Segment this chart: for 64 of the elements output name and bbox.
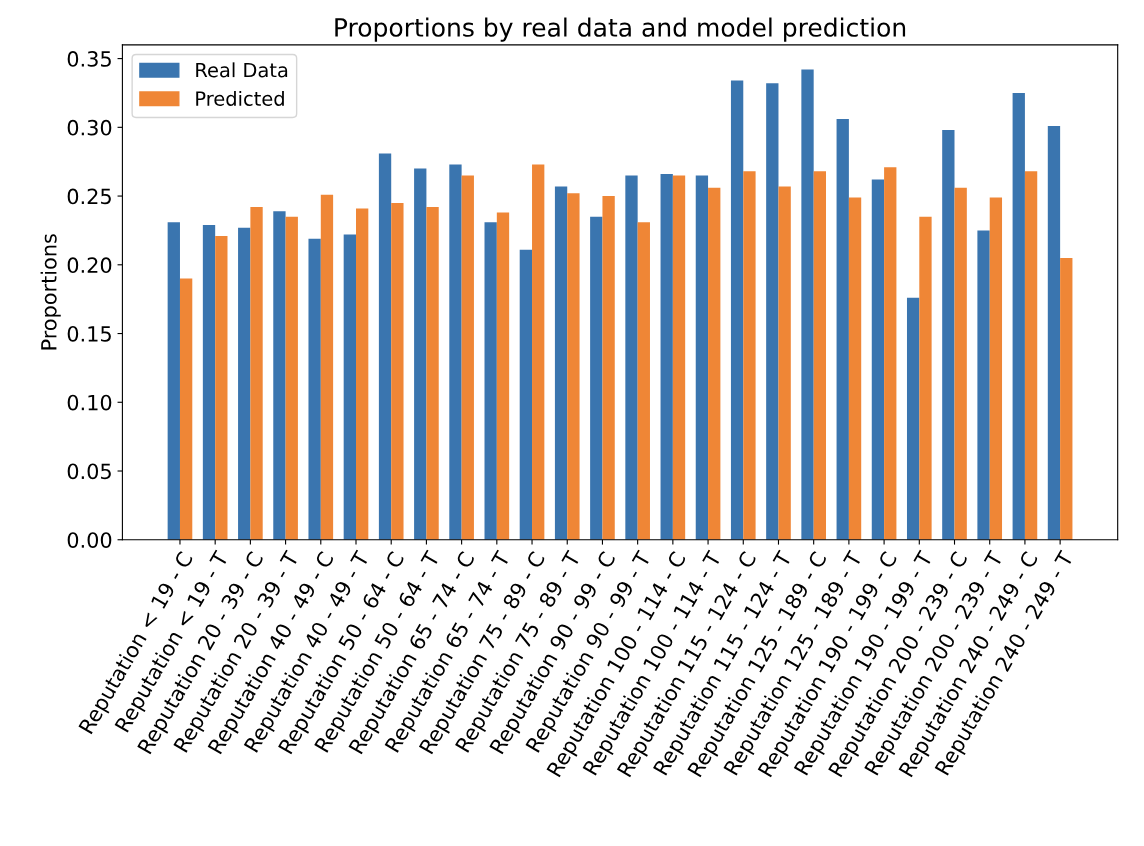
bar: [378, 153, 392, 540]
y-tick-label: 0.20: [67, 257, 112, 274]
bar: [708, 187, 721, 540]
bar: [519, 249, 533, 540]
bar: [1060, 257, 1073, 540]
bar: [801, 69, 814, 540]
bar: [343, 234, 356, 540]
y-tick-label: 0.05: [67, 463, 111, 480]
bar: [449, 164, 462, 540]
bar: [871, 179, 885, 540]
bar: [461, 175, 474, 540]
bar: [695, 175, 709, 540]
y-tick-label: 0.35: [67, 51, 111, 67]
bar: [391, 202, 404, 540]
bar: [906, 297, 920, 540]
legend-label: Predicted: [196, 90, 284, 106]
y-tick-label: 0.25: [67, 188, 111, 205]
bar: [356, 208, 369, 540]
bar: [250, 207, 263, 540]
bar: [484, 222, 497, 540]
bar: [954, 187, 967, 540]
bar: [532, 164, 545, 540]
bar: [215, 235, 228, 540]
bar: [1024, 171, 1038, 540]
bar: [1047, 125, 1061, 540]
bar: [836, 119, 849, 540]
y-axis-title: Proportions: [40, 234, 61, 350]
bar: [1012, 92, 1025, 540]
bar: [554, 186, 568, 540]
bar: [167, 222, 180, 540]
chart-title: Proportions by real data and model prediction: [335, 17, 906, 42]
bar: [273, 211, 286, 540]
bar: [308, 238, 321, 540]
bar: [414, 168, 427, 540]
bar: [637, 222, 650, 540]
bar: [496, 212, 510, 540]
bar: [567, 193, 580, 540]
bar: [426, 207, 439, 540]
y-tick-label: 0.00: [67, 532, 112, 548]
bar: [320, 194, 334, 540]
y-tick-label: 0.15: [67, 325, 111, 342]
bar: [202, 224, 216, 540]
bar: [989, 197, 1003, 540]
bar: [778, 186, 791, 540]
bar: [813, 171, 826, 540]
bar: [285, 216, 298, 540]
bar: [590, 216, 603, 540]
bar: [602, 196, 615, 540]
bar: [660, 174, 673, 540]
bar: [179, 278, 193, 540]
bar: [884, 167, 897, 540]
y-tick-label: 0.30: [67, 119, 112, 136]
bar: [672, 175, 686, 540]
bar: [238, 227, 251, 540]
bar: [919, 216, 932, 540]
bar: [942, 130, 955, 540]
bar: [848, 197, 862, 540]
bar: [977, 230, 990, 540]
bar: [625, 175, 638, 540]
bar: [766, 83, 779, 540]
bar: [743, 171, 756, 540]
y-tick-label: 0.10: [67, 394, 112, 411]
legend-label: Real Data: [196, 62, 288, 78]
bar: [730, 80, 744, 540]
